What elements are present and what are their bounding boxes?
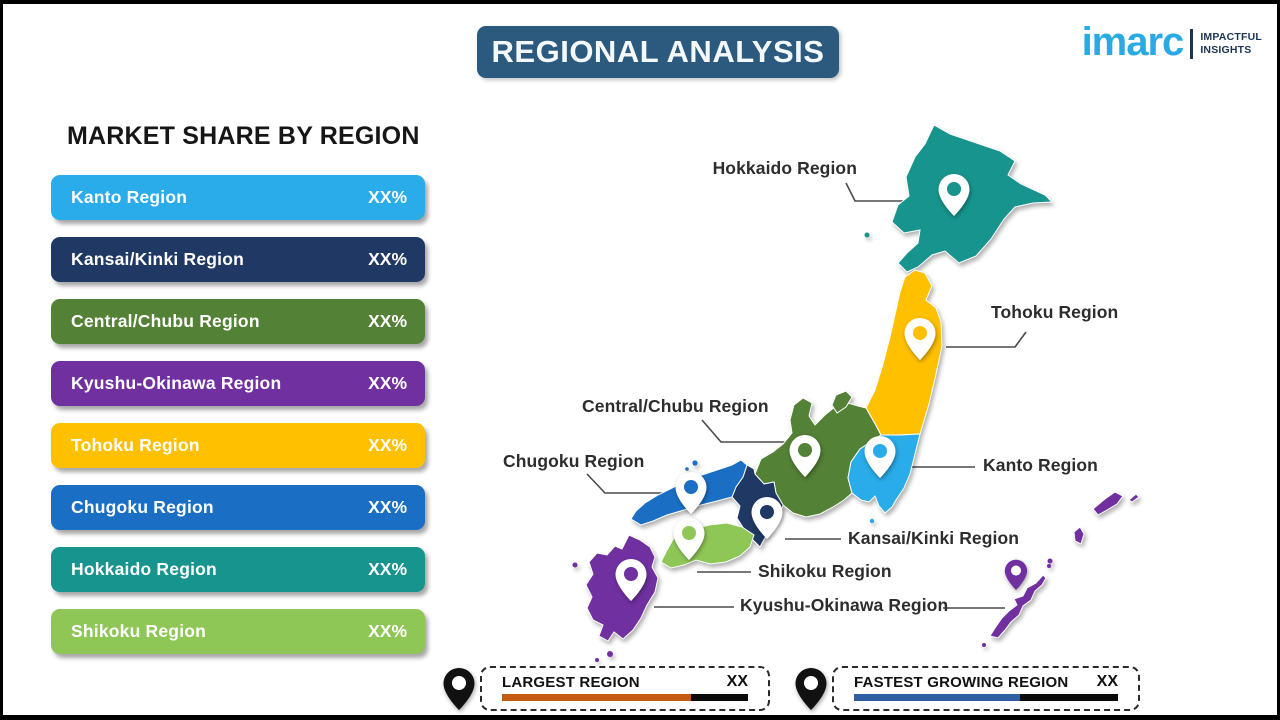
map-island-hokkaido-small bbox=[864, 232, 870, 238]
share-bar-value: XX% bbox=[368, 187, 407, 207]
logo-divider bbox=[1190, 29, 1194, 59]
map-island-kyushu-south-1 bbox=[607, 651, 613, 657]
fastest-growing-pin-icon bbox=[795, 668, 827, 710]
map-island-amami-3 bbox=[1073, 526, 1085, 545]
map-label-kansai-kinki: Kansai/Kinki Region bbox=[848, 528, 1020, 548]
map-island-sado bbox=[831, 390, 853, 414]
map-label-tohoku: Tohoku Region bbox=[991, 302, 1119, 322]
share-bar-kanto: Kanto Region XX% bbox=[51, 175, 425, 220]
map-island-okinawa-main bbox=[989, 574, 1047, 639]
map-label-kyushu-okinawa: Kyushu-Okinawa Region bbox=[740, 595, 949, 615]
japan-map bbox=[443, 124, 1140, 710]
page-title-box: REGIONAL ANALYSIS bbox=[477, 26, 839, 78]
page-title: REGIONAL ANALYSIS bbox=[491, 34, 825, 69]
fastest-growing-bar-track bbox=[854, 694, 1118, 701]
fastest-growing-label: FASTEST GROWING REGION bbox=[854, 673, 1069, 691]
share-bar-value: XX% bbox=[368, 311, 407, 331]
share-bar-label: Hokkaido Region bbox=[71, 559, 217, 579]
fastest-growing-value: XX bbox=[1096, 673, 1118, 690]
map-label-shikoku: Shikoku Region bbox=[758, 561, 892, 581]
share-bar-value: XX% bbox=[368, 435, 407, 455]
fastest-growing-legend: FASTEST GROWING REGION XX bbox=[832, 666, 1140, 711]
pin-tohoku bbox=[904, 318, 936, 360]
share-bar-label: Tohoku Region bbox=[71, 435, 200, 455]
share-bar-label: Central/Chubu Region bbox=[71, 311, 260, 331]
pin-shikoku bbox=[673, 518, 705, 560]
share-bar-value: XX% bbox=[368, 373, 407, 393]
share-bar-label: Kansai/Kinki Region bbox=[71, 249, 244, 269]
imarc-logo-wordmark: imarc bbox=[1081, 20, 1185, 64]
largest-region-label: LARGEST REGION bbox=[502, 673, 640, 691]
connector-chugoku bbox=[586, 473, 669, 494]
logo-tagline: IMPACTFUL INSIGHTS bbox=[1200, 31, 1262, 56]
map-island-izu bbox=[869, 518, 875, 524]
largest-region-legend: LARGEST REGION XX bbox=[480, 666, 770, 711]
largest-region-bar-fill bbox=[502, 694, 692, 701]
largest-region-pin-icon bbox=[443, 668, 475, 710]
connector-tohoku bbox=[946, 331, 1027, 348]
map-region-hokkaido bbox=[891, 124, 1054, 273]
map-island-amami-4 bbox=[1047, 558, 1053, 564]
map-pins bbox=[615, 174, 1028, 601]
connector-hokkaido bbox=[845, 182, 922, 202]
share-bar-tohoku: Tohoku Region XX% bbox=[51, 423, 425, 468]
map-label-chugoku: Chugoku Region bbox=[503, 451, 645, 471]
map-label-kanto: Kanto Region bbox=[983, 455, 1098, 475]
callout-connectors bbox=[586, 182, 1027, 609]
share-bar-chugoku: Chugoku Region XX% bbox=[51, 485, 425, 530]
pin-kanto bbox=[864, 436, 896, 478]
share-bar-hokkaido: Hokkaido Region XX% bbox=[51, 547, 425, 592]
map-island-kyushu-west bbox=[572, 562, 578, 568]
pin-kansai-kinki bbox=[751, 497, 783, 539]
share-bar-label: Chugoku Region bbox=[71, 497, 214, 517]
pin-kyushu bbox=[615, 559, 647, 601]
share-bar-value: XX% bbox=[368, 497, 407, 517]
map-island-oki-2 bbox=[685, 467, 689, 471]
map-region-tohoku bbox=[865, 269, 943, 436]
connector-central-chubu bbox=[701, 419, 790, 443]
map-label-central-chubu: Central/Chubu Region bbox=[582, 396, 769, 416]
largest-region-bar-track bbox=[502, 694, 748, 701]
map-island-oki-1 bbox=[692, 460, 698, 466]
legend-pins bbox=[443, 668, 827, 710]
share-bar-value: XX% bbox=[368, 559, 407, 579]
share-bar-kansai-kinki: Kansai/Kinki Region XX% bbox=[51, 237, 425, 282]
map-island-okinawa-2 bbox=[1047, 564, 1051, 568]
market-share-list: Kanto Region XX% Kansai/Kinki Region XX%… bbox=[51, 175, 425, 654]
share-bar-label: Kyushu-Okinawa Region bbox=[71, 373, 282, 393]
pin-chugoku bbox=[675, 472, 707, 514]
pin-hokkaido bbox=[938, 174, 970, 216]
pin-central-chubu bbox=[789, 435, 821, 477]
share-bar-central-chubu: Central/Chubu Region XX% bbox=[51, 299, 425, 344]
map-island-okinawa-3 bbox=[982, 643, 986, 647]
share-bar-kyushu-okinawa: Kyushu-Okinawa Region XX% bbox=[51, 361, 425, 406]
share-bar-value: XX% bbox=[368, 249, 407, 269]
map-label-hokkaido: Hokkaido Region bbox=[712, 158, 857, 178]
map-island-kyushu-south-2 bbox=[595, 658, 599, 662]
map-island-amami-2 bbox=[1128, 493, 1140, 503]
share-bar-label: Shikoku Region bbox=[71, 621, 207, 641]
share-bar-value: XX% bbox=[368, 621, 407, 641]
largest-region-value: XX bbox=[726, 673, 748, 690]
map-island-amami-main bbox=[1092, 491, 1124, 516]
share-bar-shikoku: Shikoku Region XX% bbox=[51, 609, 425, 654]
imarc-logo: imarc IMPACTFUL INSIGHTS bbox=[1082, 22, 1262, 62]
share-bar-label: Kanto Region bbox=[71, 187, 188, 207]
market-share-heading: MARKET SHARE BY REGION bbox=[67, 122, 420, 150]
fastest-growing-bar-fill bbox=[854, 694, 1021, 701]
pin-okinawa bbox=[1004, 559, 1028, 590]
